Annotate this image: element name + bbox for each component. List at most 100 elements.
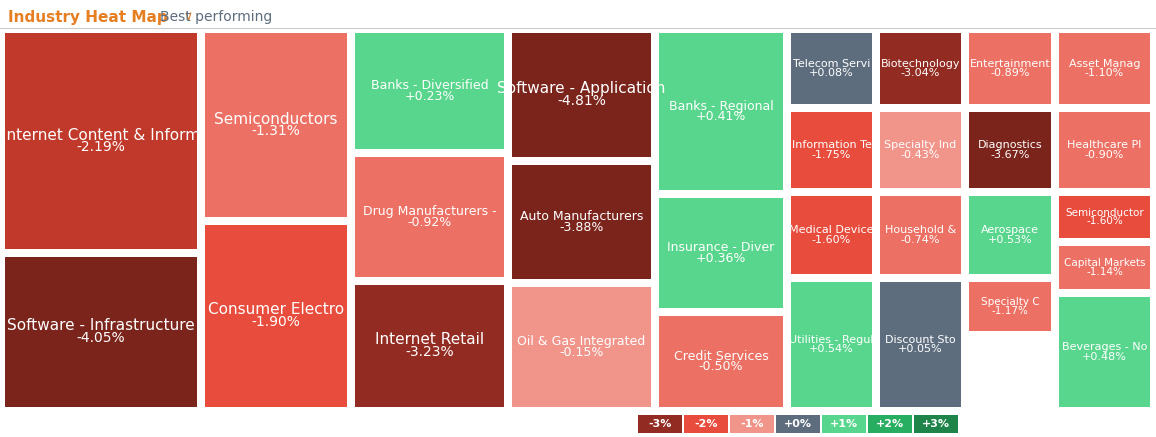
- Bar: [355, 33, 504, 149]
- Text: Internet Retail: Internet Retail: [375, 333, 484, 347]
- Text: Specialty C: Specialty C: [980, 297, 1039, 307]
- Text: Diagnostics: Diagnostics: [978, 140, 1043, 150]
- Text: -3.67%: -3.67%: [991, 150, 1030, 160]
- Text: +0.53%: +0.53%: [987, 235, 1032, 245]
- Bar: [791, 196, 872, 274]
- Bar: [659, 198, 783, 308]
- Text: Telecom Servi: Telecom Servi: [793, 59, 870, 69]
- Text: ∨: ∨: [8, 10, 193, 23]
- Text: +0.36%: +0.36%: [696, 252, 746, 265]
- Text: -1%: -1%: [740, 419, 764, 429]
- Bar: [969, 33, 1051, 104]
- Text: Banks - Diversified: Banks - Diversified: [371, 79, 488, 92]
- Bar: [5, 257, 197, 407]
- Text: Consumer Electro: Consumer Electro: [208, 302, 344, 318]
- Text: -1.17%: -1.17%: [992, 306, 1029, 316]
- Bar: [1059, 297, 1150, 407]
- Text: Discount Sto: Discount Sto: [885, 335, 956, 345]
- Text: Utilities - Regul: Utilities - Regul: [790, 335, 874, 345]
- Text: -0.90%: -0.90%: [1084, 150, 1124, 160]
- Bar: [969, 282, 1051, 331]
- Text: Insurance - Diver: Insurance - Diver: [667, 241, 775, 254]
- Text: -1.90%: -1.90%: [252, 315, 301, 329]
- Text: +0.54%: +0.54%: [809, 344, 854, 354]
- Bar: [791, 282, 872, 407]
- Text: -0.15%: -0.15%: [560, 346, 603, 359]
- Bar: [659, 33, 783, 190]
- Bar: [880, 196, 961, 274]
- Bar: [914, 415, 958, 433]
- Bar: [822, 415, 866, 433]
- Text: Medical Device: Medical Device: [790, 225, 874, 235]
- Bar: [791, 112, 872, 188]
- Text: -3%: -3%: [649, 419, 672, 429]
- Text: -0.43%: -0.43%: [901, 150, 940, 160]
- Text: Software - Infrastructure: Software - Infrastructure: [7, 319, 195, 333]
- Bar: [512, 287, 651, 407]
- Text: +3%: +3%: [922, 419, 950, 429]
- Text: +0.08%: +0.08%: [809, 68, 854, 78]
- Text: Healthcare Pl: Healthcare Pl: [1067, 140, 1142, 150]
- Bar: [638, 415, 682, 433]
- Text: Best performing: Best performing: [160, 10, 273, 24]
- Text: -2%: -2%: [695, 419, 718, 429]
- Text: Asset Manag: Asset Manag: [1069, 59, 1140, 69]
- Text: Industry Heat Map: Industry Heat Map: [8, 10, 168, 25]
- Text: -0.50%: -0.50%: [698, 361, 743, 373]
- Bar: [5, 33, 197, 249]
- Text: +2%: +2%: [876, 419, 904, 429]
- Bar: [791, 33, 872, 104]
- Text: Semiconductor: Semiconductor: [1065, 208, 1144, 218]
- Bar: [880, 112, 961, 188]
- Text: -1.60%: -1.60%: [1087, 216, 1122, 226]
- Text: Software - Application: Software - Application: [497, 81, 666, 97]
- Bar: [512, 165, 651, 279]
- Text: Entertainment: Entertainment: [970, 59, 1051, 69]
- Text: Specialty Ind: Specialty Ind: [884, 140, 957, 150]
- Text: +0.41%: +0.41%: [696, 111, 746, 123]
- Text: -1.31%: -1.31%: [252, 124, 301, 138]
- Text: Banks - Regional: Banks - Regional: [668, 100, 773, 113]
- Text: -1.75%: -1.75%: [812, 150, 851, 160]
- Text: Aerospace: Aerospace: [981, 225, 1039, 235]
- Text: -1.10%: -1.10%: [1084, 68, 1124, 78]
- Text: -1.60%: -1.60%: [812, 235, 851, 245]
- Text: -3.88%: -3.88%: [560, 221, 603, 234]
- Bar: [355, 157, 504, 277]
- Bar: [1059, 112, 1150, 188]
- Bar: [729, 415, 775, 433]
- Text: -3.23%: -3.23%: [406, 345, 454, 359]
- Text: -0.92%: -0.92%: [407, 216, 452, 229]
- Text: +0.23%: +0.23%: [405, 90, 454, 103]
- Bar: [880, 282, 961, 407]
- Bar: [205, 225, 347, 407]
- Text: -0.74%: -0.74%: [901, 235, 940, 245]
- Text: -4.05%: -4.05%: [76, 331, 125, 345]
- Text: -3.04%: -3.04%: [901, 68, 940, 78]
- Text: Information Te: Information Te: [792, 140, 872, 150]
- Bar: [880, 33, 961, 104]
- Text: -0.89%: -0.89%: [991, 68, 1030, 78]
- Text: Auto Manufacturers: Auto Manufacturers: [520, 210, 643, 223]
- Bar: [684, 415, 728, 433]
- Bar: [1059, 246, 1150, 289]
- Text: -1.14%: -1.14%: [1087, 267, 1122, 277]
- Bar: [355, 285, 504, 407]
- Bar: [659, 316, 783, 407]
- Bar: [1059, 196, 1150, 238]
- Text: Household &: Household &: [884, 225, 956, 235]
- Bar: [969, 196, 1051, 274]
- Text: +0.05%: +0.05%: [898, 344, 943, 354]
- Text: Capital Markets: Capital Markets: [1064, 258, 1146, 268]
- Text: -2.19%: -2.19%: [76, 140, 126, 154]
- Text: +0.48%: +0.48%: [1082, 352, 1127, 362]
- Bar: [512, 33, 651, 157]
- Text: Drug Manufacturers -: Drug Manufacturers -: [363, 205, 496, 218]
- Text: Biotechnology: Biotechnology: [881, 59, 961, 69]
- Text: +0%: +0%: [784, 419, 812, 429]
- Bar: [205, 33, 347, 217]
- Text: Oil & Gas Integrated: Oil & Gas Integrated: [518, 335, 645, 348]
- Bar: [1059, 33, 1150, 104]
- Text: -4.81%: -4.81%: [557, 94, 606, 108]
- Text: Beverages - No: Beverages - No: [1062, 342, 1147, 352]
